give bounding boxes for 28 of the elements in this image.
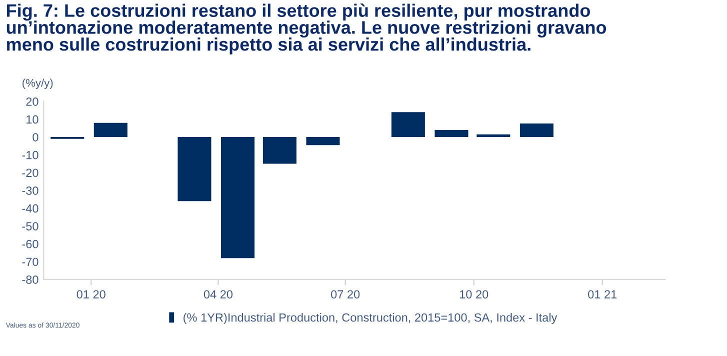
bar bbox=[434, 130, 468, 138]
x-tick-label: 01 21 bbox=[588, 290, 617, 299]
y-tick-label: -30 bbox=[22, 186, 38, 195]
y-tick-label: 10 bbox=[26, 115, 38, 124]
y-tick-label: 20 bbox=[26, 97, 38, 106]
x-tick-label: 07 20 bbox=[331, 290, 360, 299]
y-axis-title: (%y/y) bbox=[22, 78, 53, 89]
bar bbox=[391, 112, 425, 138]
bar bbox=[262, 137, 296, 164]
bar bbox=[94, 122, 128, 138]
bar bbox=[178, 137, 212, 202]
y-tick-label: 0 bbox=[32, 133, 38, 142]
y-tick-label: -60 bbox=[22, 240, 38, 248]
bar bbox=[221, 137, 255, 258]
y-tick-label: -70 bbox=[22, 258, 38, 266]
chart-title: Fig. 7: Le costruzioni restano il settore più resiliente, pur mostrando un’intonazione moderatamente negativa. Le nuove restrizioni gravano meno sulle costruzioni rispetto sia ai servizi che all’industria. bbox=[6, 4, 606, 54]
y-tick-label: -40 bbox=[22, 204, 38, 213]
y-tick-label: -20 bbox=[22, 168, 38, 178]
x-tick-label: 04 20 bbox=[204, 290, 233, 299]
legend-label: (% 1YR)Industrial Production, Construction, 2015=100, SA, Index - Italy bbox=[184, 313, 558, 324]
y-tick-label: -10 bbox=[22, 150, 38, 160]
x-tick-label: 01 20 bbox=[76, 290, 106, 299]
bar bbox=[476, 134, 510, 138]
y-tick-label: -80 bbox=[22, 275, 38, 284]
x-tick-label: 10 20 bbox=[460, 290, 488, 299]
bar bbox=[520, 124, 554, 138]
bar bbox=[306, 137, 340, 146]
y-tick-label: -50 bbox=[22, 222, 38, 230]
